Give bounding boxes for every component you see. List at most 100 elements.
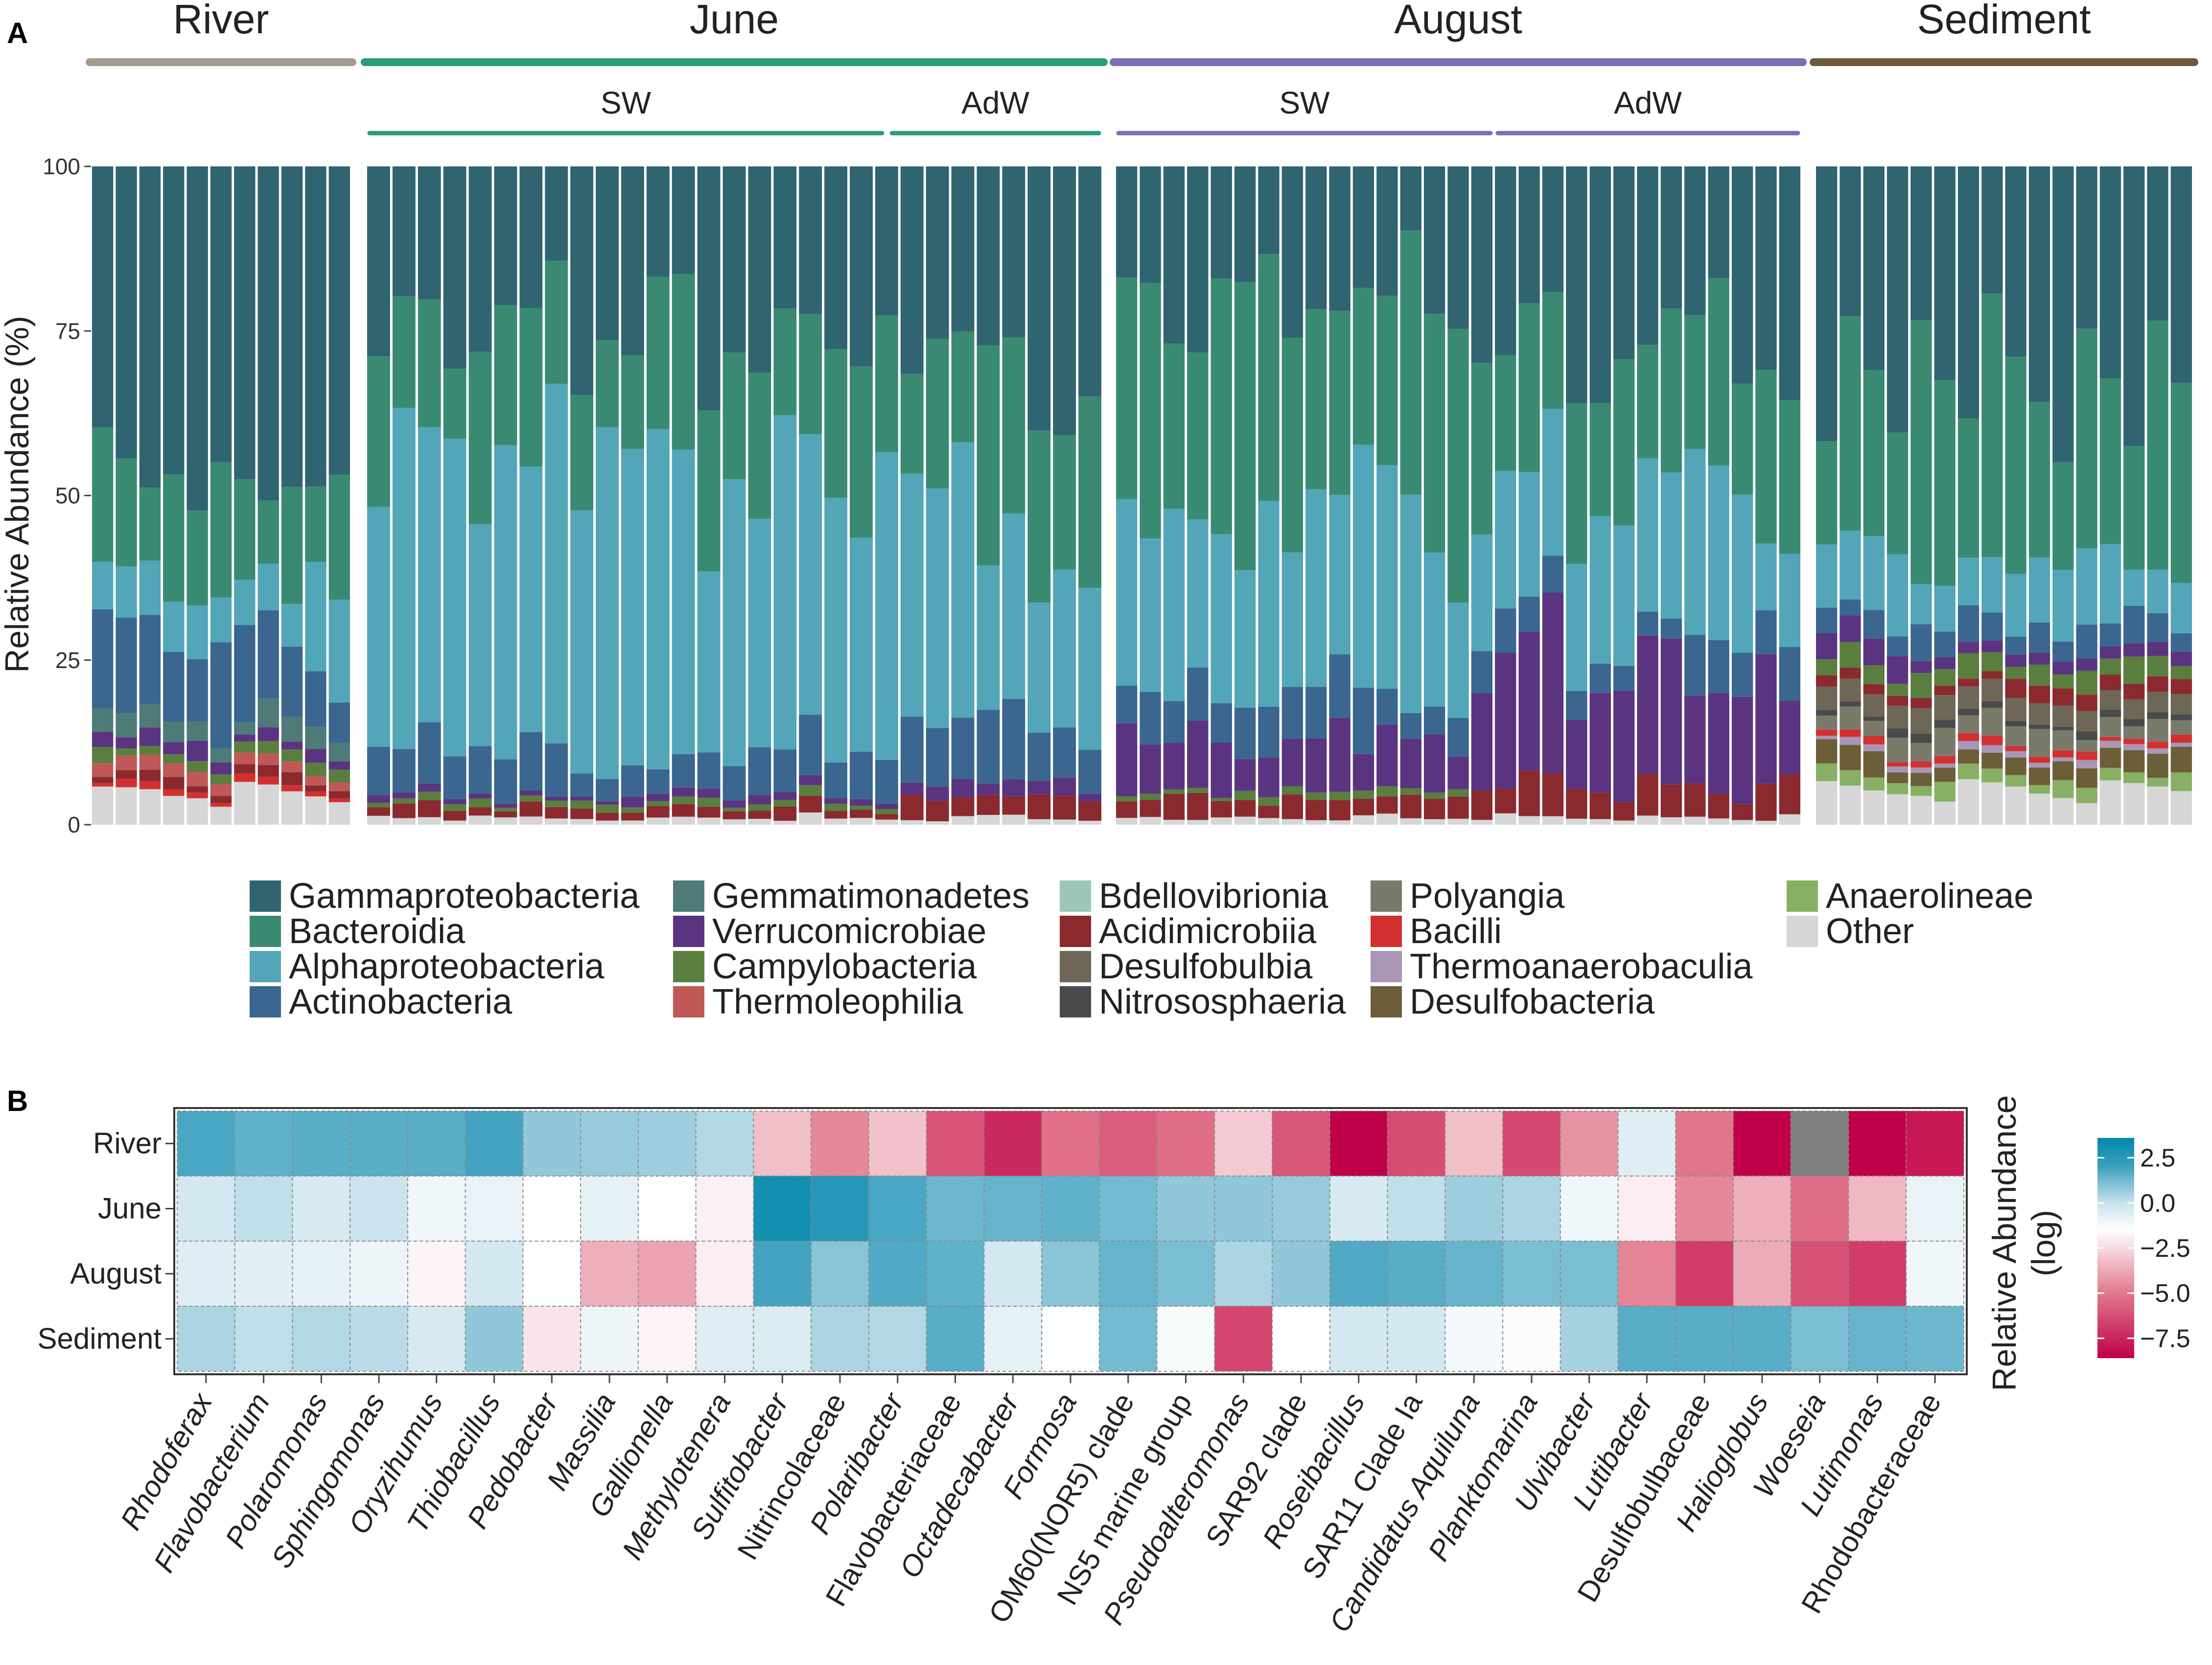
bar-segment-verrucomicrobiae (748, 795, 771, 805)
bar-river-6 (210, 166, 232, 825)
legend-label: Polyangia (1410, 877, 1565, 916)
bar-segment-desulfobacteria (1981, 753, 2003, 769)
bar-segment-other (1116, 818, 1138, 825)
bar-segment-bacteroidia (1281, 338, 1304, 553)
bar-segment-bacteroidia (2147, 321, 2168, 570)
bar-segment-bacteroidia (1352, 288, 1374, 445)
bar-segment-polyangia (2170, 720, 2192, 735)
bar-segment-alphaproteobacteria (1637, 458, 1658, 612)
bar-segment-anaerolineae (2170, 772, 2192, 791)
y-axis-title: Relative Abundance (%) (0, 316, 36, 673)
heatmap-cell-river-rhodobacteraceae (1906, 1110, 1964, 1177)
bar-segment-desulfobacteria (1934, 767, 1956, 782)
bar-segment-other (1910, 796, 1932, 825)
bar-segment-acidimicrobiia (1731, 804, 1753, 820)
heatmap-cell-august-woeseia (1790, 1241, 1849, 1307)
bar-segment-alphaproteobacteria (1163, 509, 1185, 701)
legend-swatch (1060, 916, 1091, 947)
bar-segment-alphaproteobacteria (1281, 552, 1304, 687)
bar-segment-bacteroidia (92, 427, 114, 562)
bar-segment-gammaproteobacteria (328, 166, 350, 475)
bar-segment-bacteroidia (1447, 328, 1469, 603)
bar-segment-acidimicrobiia (1423, 799, 1445, 819)
heatmap-cell-sediment-gallionella (637, 1306, 697, 1372)
bar-segment-bacteroidia (722, 352, 746, 480)
bar-segment-actinobacteria (2052, 641, 2074, 662)
bar-segment-desulfobulbia (1934, 695, 1956, 720)
bar-segment-campylobacteria (186, 761, 208, 772)
bar-segment-actinobacteria (328, 702, 350, 743)
bar-segment-gammaproteobacteria (1211, 166, 1232, 279)
bar-segment-actinobacteria (570, 773, 594, 797)
bar-segment-bacteroidia (1376, 295, 1398, 465)
bar-segment-gammaproteobacteria (1495, 166, 1516, 356)
bar-august-3 (1163, 166, 1185, 825)
bar-segment-alphaproteobacteria (367, 507, 390, 747)
bar-segment-gammaproteobacteria (1329, 166, 1350, 311)
bar-june-5 (468, 166, 492, 825)
bar-segment-alphaproteobacteria (116, 566, 137, 618)
bar-segment-acidimicrobiia (1329, 800, 1350, 821)
bar-segment-verrucomicrobiae (1234, 759, 1256, 791)
bar-segment-verrucomicrobiae (1613, 691, 1635, 802)
bar-segment-other (748, 819, 771, 825)
bar-segment-bacteroidia (1423, 314, 1445, 553)
bar-segment-verrucomicrobiae (621, 796, 644, 808)
bar-segment-polyangia (1886, 738, 1909, 763)
bar-segment-acidimicrobiia (2076, 694, 2097, 711)
bar-segment-verrucomicrobiae (234, 734, 256, 742)
bar-segment-other (210, 807, 232, 825)
bar-segment-bacteroidia (2028, 402, 2050, 558)
heatmap-cell-august-pedobacter (522, 1241, 582, 1307)
bar-segment-other (2028, 793, 2050, 825)
bar-segment-alphaproteobacteria (1078, 588, 1101, 750)
bar-segment-other (367, 815, 390, 825)
bar-segment-other (1957, 779, 1979, 825)
bar-june-28 (1053, 166, 1076, 825)
heatmap-cell-june-polaribacter (868, 1176, 927, 1242)
bar-segment-gammaproteobacteria (722, 166, 746, 353)
bar-segment-gemmatimonadetes (257, 698, 279, 727)
bar-segment-bacilli (2076, 751, 2097, 760)
bar-segment-verrucomicrobiae (672, 787, 695, 797)
bar-segment-alphaproteobacteria (748, 519, 771, 747)
bar-segment-campylobacteria (163, 754, 185, 763)
bar-segment-actinobacteria (163, 651, 185, 722)
bar-segment-bacteroidia (328, 474, 350, 600)
bar-segment-thermoanaerobaculia (2052, 757, 2074, 762)
bar-sediment-3 (1863, 166, 1885, 825)
bar-segment-actinobacteria (2170, 633, 2192, 652)
bar-segment-gammaproteobacteria (1957, 166, 1979, 419)
bar-segment-gammaproteobacteria (1660, 166, 1682, 309)
subgroup-title-august-sw: SW (1279, 85, 1330, 120)
bar-segment-desulfobulbia (2028, 703, 2050, 725)
heatmap-cell-august-methylotenera (695, 1241, 754, 1307)
bar-segment-actinobacteria (1637, 611, 1658, 636)
bar-segment-alphaproteobacteria (443, 439, 466, 757)
bar-segment-actinobacteria (116, 617, 137, 714)
bar-segment-actinobacteria (1116, 685, 1138, 723)
bar-segment-other (1731, 820, 1753, 825)
legend-item-gammaproteobacteria: Gammaproteobacteria (250, 877, 640, 916)
bar-segment-campylobacteria (1934, 669, 1956, 686)
bar-segment-verrucomicrobiae (418, 783, 441, 792)
heatmap-cell-june-pedobacter (522, 1176, 582, 1242)
bar-segment-actinobacteria (1779, 647, 1800, 701)
bar-segment-other (2052, 798, 2074, 825)
bar-segment-bacteroidia (2099, 378, 2121, 544)
bar-segment-verrucomicrobiae (570, 796, 594, 801)
bar-june-22 (900, 166, 924, 825)
bar-segment-thermoleophilia (116, 755, 137, 770)
bar-segment-bacteroidia (494, 305, 517, 445)
bar-segment-gammaproteobacteria (2123, 166, 2145, 446)
bar-segment-bacteroidia (1886, 432, 1909, 555)
bar-august-9 (1305, 166, 1327, 825)
bar-segment-bacilli (1910, 761, 1932, 768)
bar-sediment-7 (1957, 166, 1979, 825)
bar-segment-other (305, 796, 326, 825)
bar-segment-bacilli (2147, 741, 2168, 749)
bar-segment-campylobacteria (1816, 659, 1838, 675)
heatmap-cell-june-planktomarina (1502, 1176, 1561, 1242)
bar-segment-gammaproteobacteria (1755, 166, 1777, 370)
heatmap-cell-june-lutibacter (1617, 1176, 1676, 1242)
